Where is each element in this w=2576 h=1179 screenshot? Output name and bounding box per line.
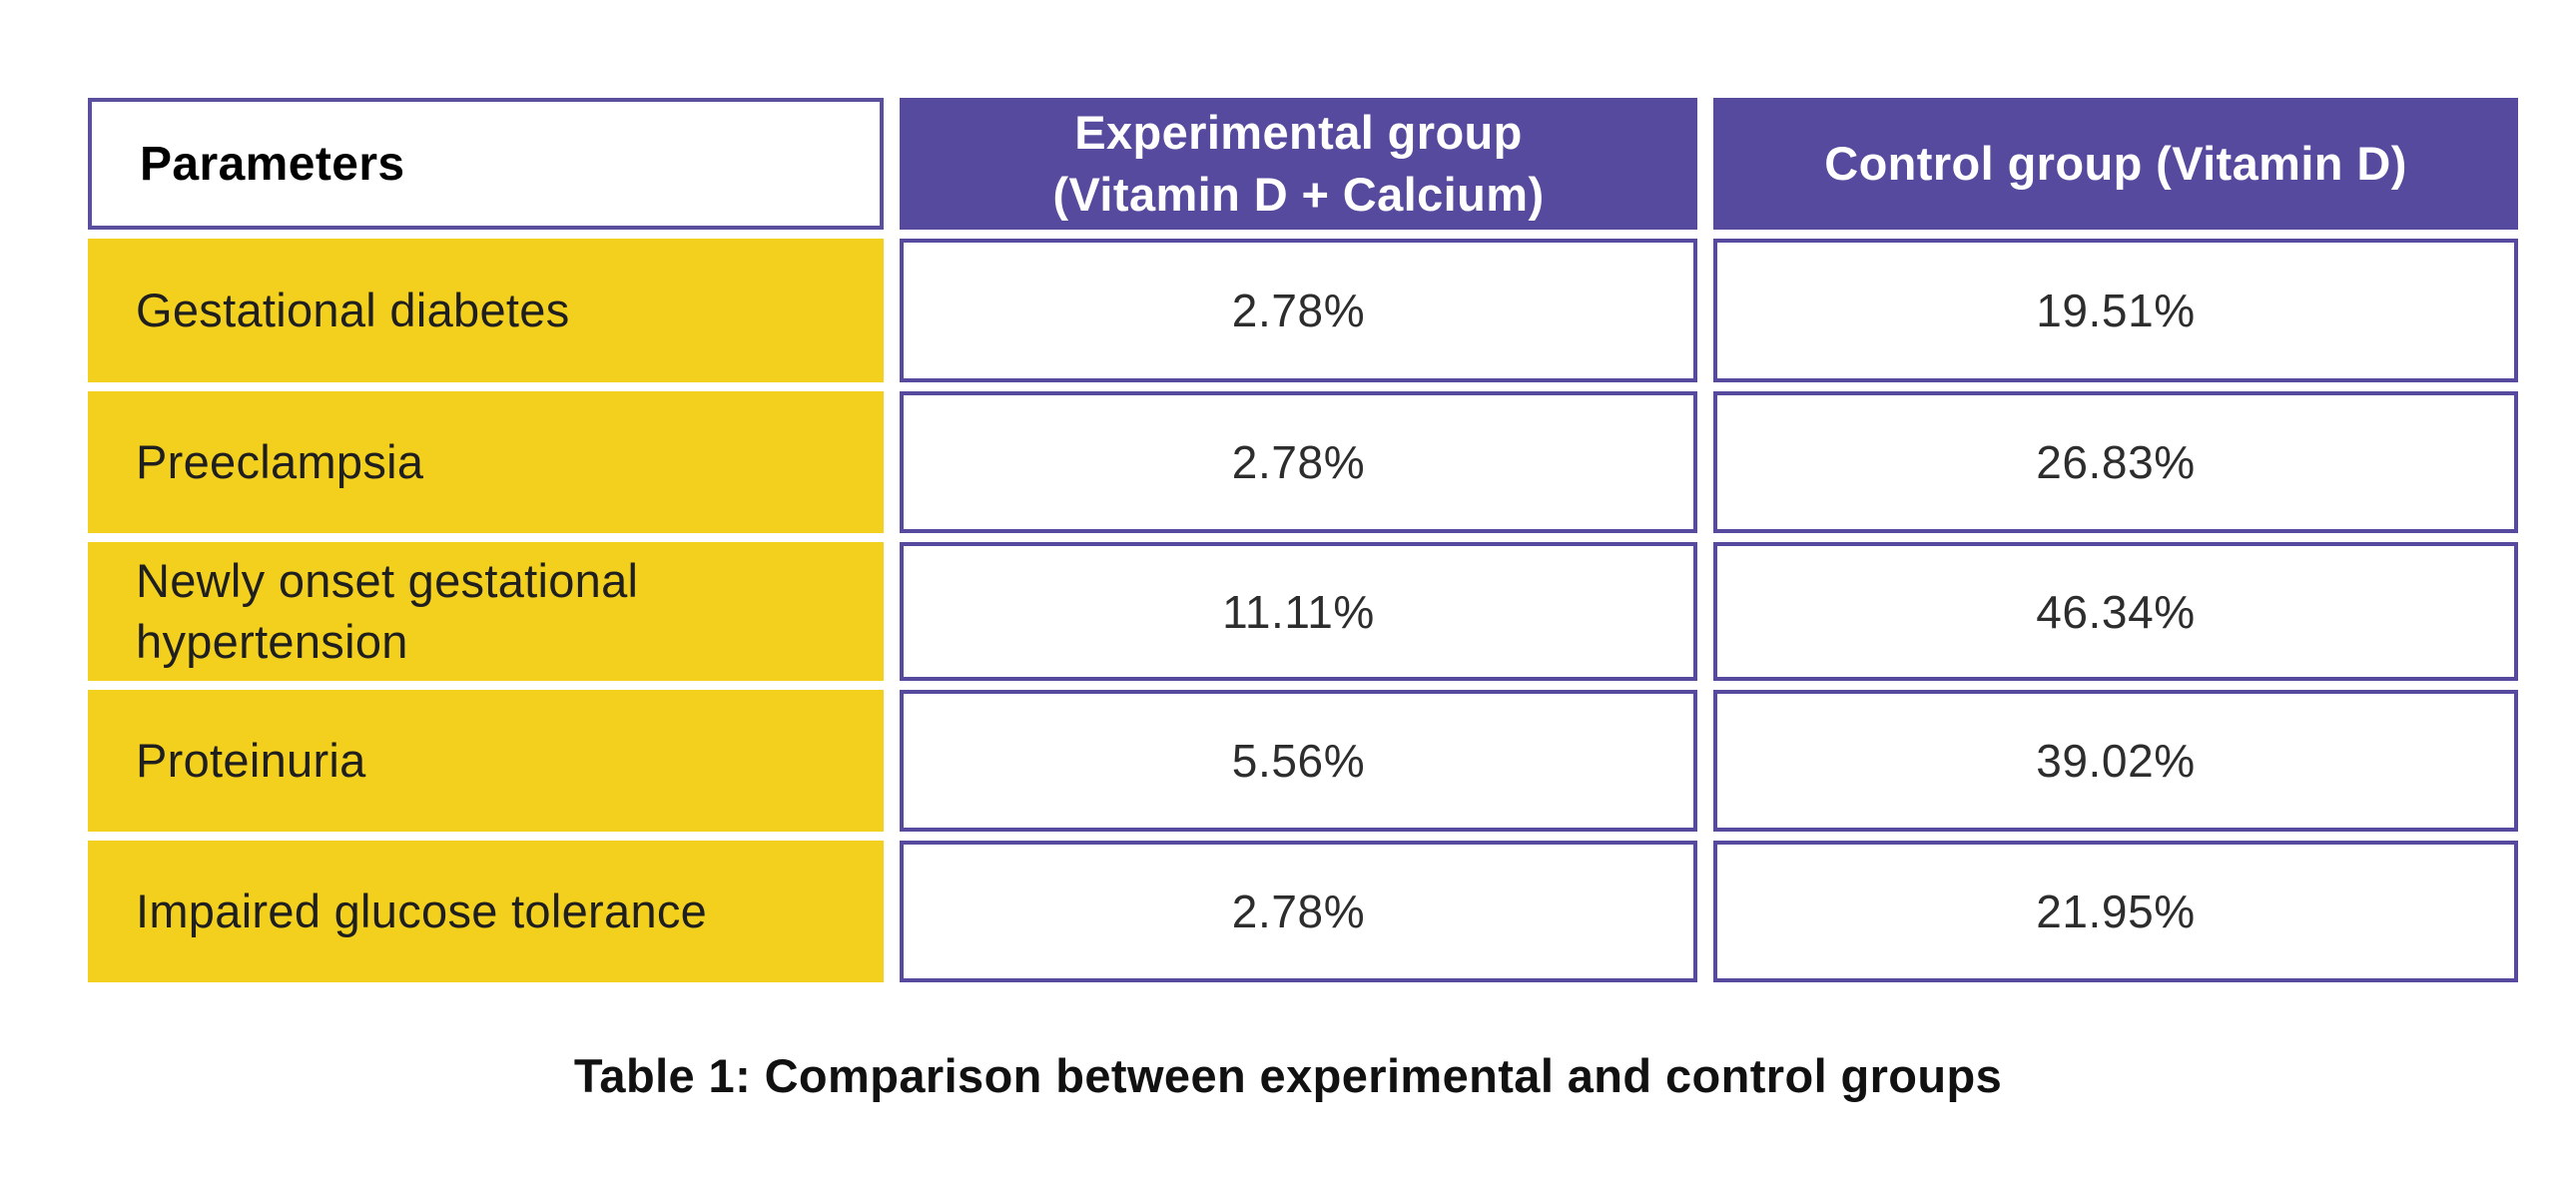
control-value: 39.02% (2036, 735, 2196, 787)
control-value: 46.34% (2036, 585, 2196, 638)
row-label: Proteinuria (136, 733, 366, 787)
control-value: 26.83% (2036, 436, 2196, 488)
experimental-value: 11.11% (1222, 585, 1375, 638)
experimental-header-line2: (Vitamin D + Calcium) (1052, 168, 1545, 221)
row-label-cell: Gestational diabetes (88, 239, 884, 382)
table-caption: Table 1: Comparison between experimental… (573, 1049, 2003, 1102)
control-header-label: Control group (Vitamin D) (1824, 136, 2407, 190)
header-cell-control: Control group (Vitamin D) (1713, 98, 2518, 230)
experimental-value-cell: 2.78% (900, 239, 1697, 382)
header-cell-parameters: Parameters (88, 98, 884, 230)
experimental-value-cell: 11.11% (900, 542, 1697, 681)
parameters-header-label: Parameters (140, 137, 405, 191)
row-label: Impaired glucose tolerance (136, 884, 708, 937)
experimental-value-cell: 2.78% (900, 841, 1697, 982)
row-label-cell: Newly onset gestational hypertension (88, 542, 884, 681)
experimental-value: 2.78% (1231, 285, 1366, 336)
control-value: 19.51% (2036, 285, 2196, 336)
control-value: 21.95% (2036, 885, 2196, 937)
control-value-cell: 21.95% (1713, 841, 2518, 982)
control-value-cell: 19.51% (1713, 239, 2518, 382)
control-value-cell: 46.34% (1713, 542, 2518, 681)
experimental-value: 5.56% (1231, 735, 1366, 787)
row-label-cell: Impaired glucose tolerance (88, 841, 884, 982)
row-label-cell: Preeclampsia (88, 391, 884, 533)
row-label-cell: Proteinuria (88, 690, 884, 832)
experimental-value: 2.78% (1231, 885, 1366, 937)
experimental-value-cell: 2.78% (900, 391, 1697, 533)
row-label: Gestational diabetes (136, 283, 570, 336)
comparison-table: Parameters Experimental group (Vitamin D… (88, 98, 2518, 982)
row-label: Newly onset gestational hypertension (136, 554, 639, 668)
experimental-value-cell: 5.56% (900, 690, 1697, 832)
experimental-value: 2.78% (1231, 436, 1366, 488)
control-value-cell: 26.83% (1713, 391, 2518, 533)
row-label: Preeclampsia (136, 434, 424, 488)
control-value-cell: 39.02% (1713, 690, 2518, 832)
header-cell-experimental: Experimental group (Vitamin D + Calcium) (900, 98, 1697, 230)
experimental-header-line1: Experimental group (1074, 105, 1523, 159)
